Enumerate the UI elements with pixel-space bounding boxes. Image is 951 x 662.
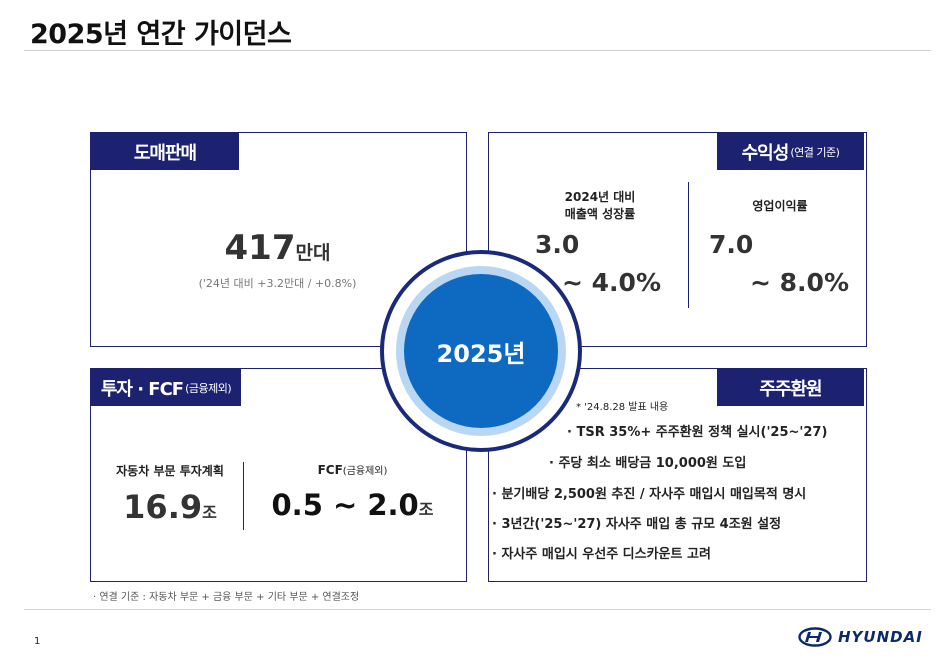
shareholder-item: · 주당 최소 배당금 10,000원 도입	[549, 456, 747, 471]
hyundai-emblem-icon	[798, 627, 832, 647]
shareholder-item: · 3년간('25~'27) 자사주 매입 총 규모 4조원 설정	[492, 517, 782, 532]
shareholder-item: · 분기배당 2,500원 추진 / 자사주 매입시 매입목적 명시	[492, 487, 807, 502]
growth-to: ~ 4.0%	[562, 268, 661, 297]
investment-tab: 투자 · FCF (금융제외)	[91, 369, 241, 406]
shareholder-tab: 주주환원	[717, 369, 864, 406]
fcf-unit: 조	[418, 500, 434, 519]
fcf-label: FCF	[317, 463, 343, 477]
fcf-label-group: FCF(금융제외)	[255, 462, 450, 477]
profit-divider	[688, 182, 689, 308]
page-number: 1	[34, 636, 41, 647]
profit-tab-note: (연결 기준)	[790, 145, 840, 159]
shareholder-item: · TSR 35%+ 주주환원 정책 실시('25~'27)	[567, 425, 828, 440]
wholesale-tab-label: 도매판매	[133, 142, 197, 164]
capex-unit: 조	[202, 503, 217, 522]
growth-label-2: 매출액 성장률	[564, 207, 636, 221]
shareholder-item: · 자사주 매입시 우선주 디스카운트 고려	[492, 547, 711, 562]
wholesale-tab: 도매판매	[91, 133, 239, 170]
footnote: · 연결 기준 : 자동차 부문 + 금융 부문 + 기타 부문 + 연결조정	[93, 592, 360, 603]
growth-from: 3.0	[535, 230, 580, 259]
investment-divider	[243, 462, 244, 530]
investment-tab-note: (금융제외)	[185, 381, 232, 395]
wholesale-unit: 만대	[295, 242, 331, 264]
wholesale-note: ('24년 대비 +3.2만대 / +0.8%)	[198, 277, 357, 290]
center-year-label: 2025년	[436, 339, 526, 368]
hyundai-wordmark: HYUNDAI	[838, 628, 923, 646]
wholesale-value: 417	[224, 228, 296, 268]
capex-value-group: 16.9조	[105, 488, 235, 526]
footer-divider	[24, 609, 931, 610]
title-divider	[24, 50, 931, 51]
margin-from: 7.0	[709, 230, 754, 259]
margin-to: ~ 8.0%	[750, 268, 849, 297]
center-circle: 2025년	[404, 274, 558, 428]
fcf-value-group: 0.5 ~ 2.0조	[255, 488, 450, 522]
profit-tab-label: 수익성	[741, 142, 790, 164]
fcf-label-note: (금융제외)	[342, 466, 388, 477]
fcf-value: 0.5 ~ 2.0	[271, 488, 419, 522]
investment-tab-label: 투자 · FCF	[100, 378, 184, 400]
growth-label-1: 2024년 대비	[564, 190, 636, 204]
margin-label: 영업이익률	[752, 199, 808, 213]
capex-value: 16.9	[123, 488, 203, 526]
wholesale-value-group: 417만대	[90, 228, 465, 268]
hyundai-logo: HYUNDAI	[798, 625, 933, 649]
shareholder-note: * '24.8.28 발표 내용	[576, 402, 669, 413]
capex-label: 자동차 부문 투자계획	[116, 464, 224, 478]
page-title: 2025년 연간 가이던스	[30, 19, 292, 50]
profit-tab: 수익성 (연결 기준)	[717, 133, 864, 170]
shareholder-tab-label: 주주환원	[759, 378, 822, 400]
